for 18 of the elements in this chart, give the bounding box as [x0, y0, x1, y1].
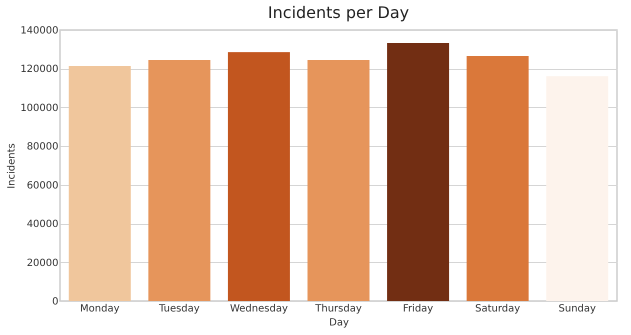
- y-tick-label: 0: [52, 296, 58, 308]
- x-tick-label: Tuesday: [158, 304, 200, 314]
- y-tick-label: 40000: [26, 219, 58, 230]
- x-axis-title: Day: [329, 318, 349, 328]
- y-tick-label: 60000: [26, 180, 58, 192]
- x-tick-label: Monday: [80, 304, 120, 314]
- x-tick-label: Saturday: [475, 304, 520, 314]
- x-tick-label: Wednesday: [230, 304, 288, 314]
- y-tick-label: 20000: [26, 258, 58, 269]
- y-tick-label: 120000: [20, 64, 58, 76]
- y-tick-label: 80000: [26, 142, 58, 153]
- x-tick-label: Friday: [402, 304, 434, 314]
- x-tick-label: Thursday: [314, 304, 362, 314]
- y-tick-label: 100000: [20, 102, 58, 114]
- x-tick-label: Sunday: [558, 304, 596, 314]
- y-axis-title: Incidents: [6, 143, 18, 189]
- chart-title: Incidents per Day: [268, 3, 410, 22]
- y-tick-label: 140000: [20, 26, 58, 36]
